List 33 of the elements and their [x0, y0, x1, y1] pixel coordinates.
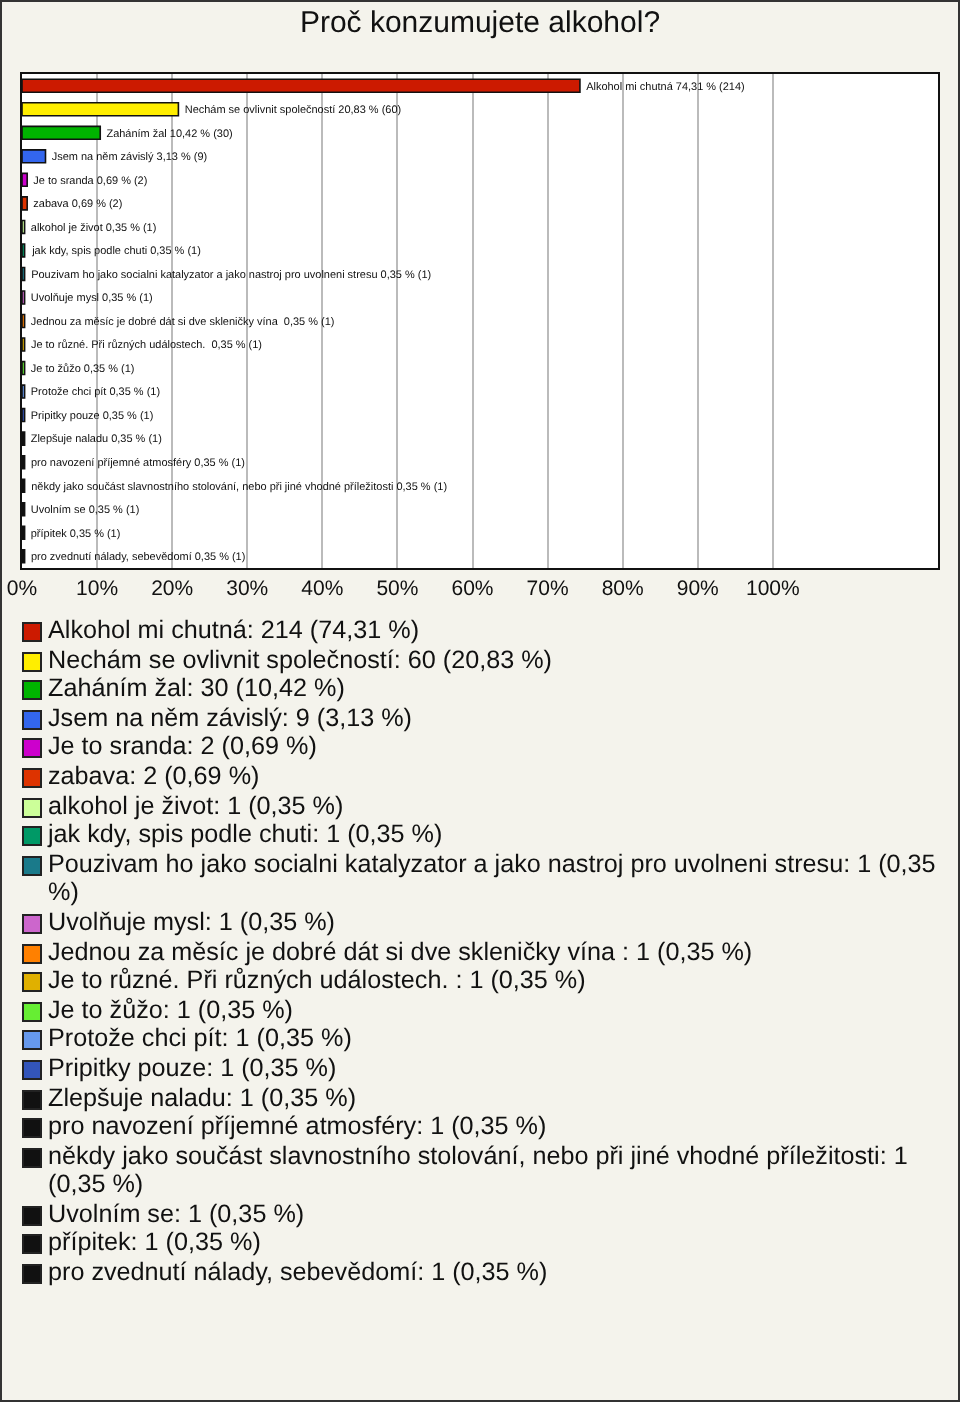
- x-tick-label: 60%: [451, 577, 494, 602]
- text: pro zvednutí nálady, sebevědomí: 1 (0,35 %): [48, 1258, 548, 1288]
- text: pro navození příjemné atmosféry: 1 (0,35 %): [48, 1112, 547, 1142]
- text: Pouzivam ho jako socialni katalyzator a jako nastroj pro uvolneni stresu: 1 (0,35 %): [48, 849, 938, 908]
- x-tick-label: 100%: [745, 577, 800, 602]
- x-tick-label: 30%: [226, 577, 269, 602]
- text: Zlepšuje naladu: 1 (0,35 %): [48, 1083, 357, 1113]
- text: Uvolním se: 1 (0,35 %): [48, 1199, 305, 1229]
- text: Je to sranda: 2 (0,69 %): [48, 732, 317, 762]
- x-tick-label: 20%: [151, 577, 194, 602]
- x-tick-label: 40%: [301, 577, 344, 602]
- text: Je to různé. Při různých událostech. : 1 (0,35 %): [48, 966, 586, 996]
- text: jak kdy, spis podle chuti: 1 (0,35 %): [48, 820, 443, 850]
- chart-title: Proč konzumujete alkohol?: [299, 6, 661, 41]
- text: Uvolňuje mysl: 1 (0,35 %): [48, 907, 335, 938]
- text: Zaháním žal: 30 (10,42 %): [48, 674, 345, 704]
- text: Pripitky pouze: 1 (0,35 %): [48, 1053, 337, 1083]
- x-tick-label: 0%: [6, 577, 38, 602]
- x-tick-label: 80%: [601, 577, 644, 602]
- text: Jsem na něm závislý: 9 (3,13 %): [48, 703, 412, 733]
- text: přípitek: 1 (0,35 %): [48, 1228, 261, 1259]
- text: Jednou za měsíc je dobré dát si dve skleničky vína : 1 (0,35 %): [48, 937, 753, 966]
- x-tick-label: 10%: [76, 577, 119, 602]
- x-tick-label: 90%: [676, 577, 719, 602]
- x-tick-label: 70%: [526, 577, 569, 602]
- text: někdy jako součást slavnostního stolování, nebo při jiné vhodné příležitosti: 1 (0,35 %): [48, 1141, 910, 1200]
- text: Je to žůžo: 1 (0,35 %): [48, 995, 294, 1025]
- x-tick-label: 50%: [376, 577, 419, 602]
- text: alkohol je život: 1 (0,35 %): [48, 791, 344, 821]
- text: Nechám se ovlivnit společností: 60 (20,83 %): [48, 645, 552, 675]
- text: Alkohol mi chutná: 214 (74,31 %): [48, 616, 420, 646]
- text: zabava: 2 (0,69 %): [48, 761, 260, 792]
- text: Protože chci pít: 1 (0,35 %): [48, 1024, 352, 1054]
